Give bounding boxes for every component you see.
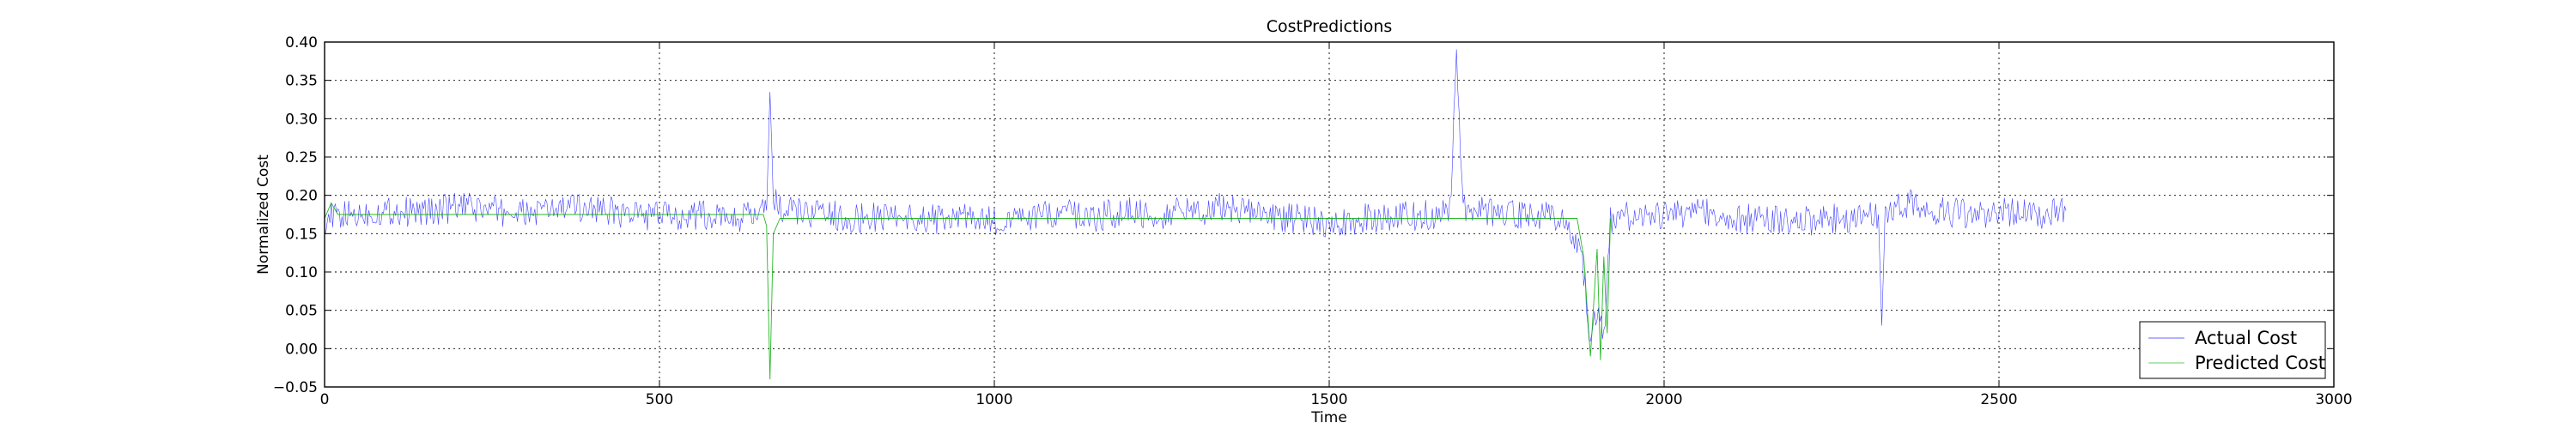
y-tick-label: 0.30 bbox=[285, 111, 318, 128]
y-tick-label: 0.40 bbox=[285, 34, 318, 51]
y-tick-label: 0.35 bbox=[285, 73, 318, 90]
plot-area bbox=[325, 49, 2067, 380]
chart-title: CostPredictions bbox=[1267, 17, 1393, 36]
y-tick-label: −0.05 bbox=[273, 379, 318, 396]
legend: Actual Cost Predicted Cost bbox=[2139, 321, 2326, 379]
series-line bbox=[325, 49, 2067, 341]
y-tick-label: 0.20 bbox=[285, 188, 318, 205]
x-tick-label: 2000 bbox=[1645, 391, 1682, 408]
legend-label: Predicted Cost bbox=[2195, 353, 2325, 373]
series-0 bbox=[325, 49, 2067, 341]
x-axis-label: Time bbox=[1310, 409, 1347, 426]
x-tick-label: 2500 bbox=[1980, 391, 2017, 408]
series-1 bbox=[325, 202, 1612, 380]
y-tick-label: 0.05 bbox=[285, 303, 318, 320]
x-tick-label: 0 bbox=[320, 391, 330, 408]
y-tick-label: 0.00 bbox=[285, 341, 318, 358]
x-tick-label: 1500 bbox=[1310, 391, 1347, 408]
legend-label: Actual Cost bbox=[2195, 328, 2297, 348]
y-tick-label: 0.25 bbox=[285, 149, 318, 166]
y-axis-label: Normalized Cost bbox=[255, 154, 272, 275]
series-line bbox=[325, 202, 1612, 380]
grid bbox=[325, 42, 2334, 387]
legend-box bbox=[2139, 321, 2326, 379]
x-tick-label: 1000 bbox=[975, 391, 1012, 408]
y-tick-label: 0.10 bbox=[285, 264, 318, 281]
x-tick-label: 500 bbox=[646, 391, 673, 408]
y-tick-label: 0.15 bbox=[285, 226, 318, 243]
ticks: 0 500 1000 1500 2000 2500 3000 −0.05 0.00 0.05 0.1… bbox=[273, 34, 2353, 408]
x-tick-label: 3000 bbox=[2315, 391, 2352, 408]
